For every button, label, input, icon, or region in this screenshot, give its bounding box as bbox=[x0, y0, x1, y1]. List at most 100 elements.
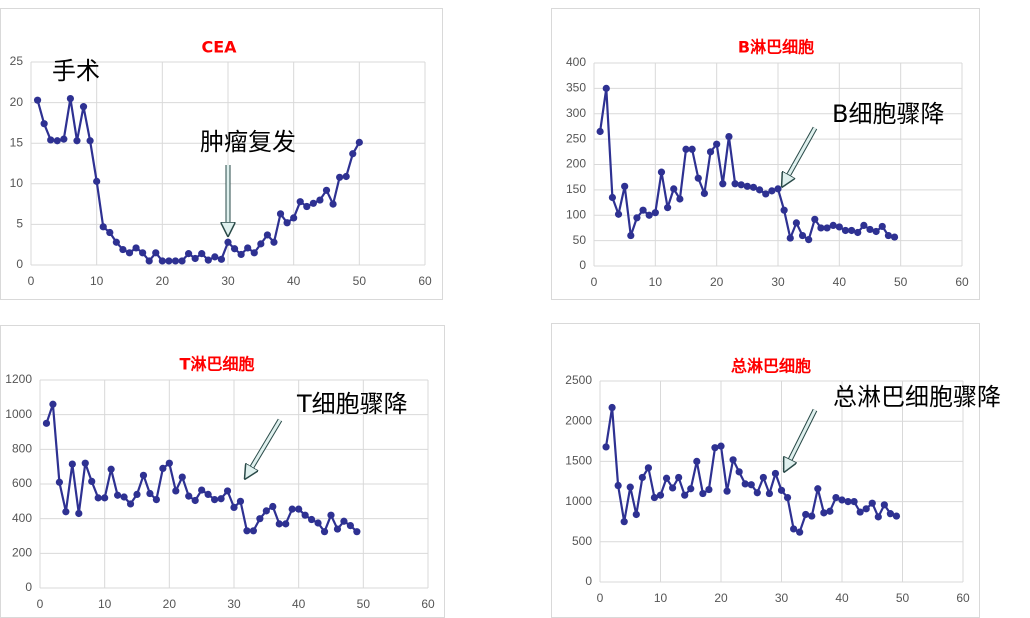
data-point bbox=[346, 522, 354, 530]
data-point bbox=[198, 250, 206, 258]
data-point bbox=[171, 257, 180, 265]
data-point bbox=[753, 489, 761, 497]
data-point bbox=[185, 492, 193, 500]
data-point bbox=[320, 528, 329, 536]
x-tick-label: 50 bbox=[894, 275, 908, 289]
data-point bbox=[705, 485, 713, 494]
data-point bbox=[295, 505, 303, 513]
x-tick-label: 60 bbox=[956, 591, 970, 605]
data-point bbox=[621, 182, 629, 190]
data-point bbox=[178, 473, 186, 481]
annotation: B细胞骤降 bbox=[832, 100, 944, 128]
y-tick-label: 25 bbox=[10, 54, 24, 68]
data-point bbox=[656, 491, 665, 499]
data-point bbox=[841, 226, 850, 235]
y-tick-label: 0 bbox=[25, 580, 32, 594]
data-point bbox=[638, 473, 646, 482]
data-point bbox=[596, 127, 604, 136]
y-tick-label: 10 bbox=[10, 176, 24, 190]
y-tick-label: 400 bbox=[12, 511, 32, 525]
annotation-arrow bbox=[783, 127, 817, 185]
x-tick-label: 60 bbox=[418, 274, 432, 288]
x-tick-label: 60 bbox=[421, 597, 435, 611]
data-point bbox=[872, 227, 880, 236]
data-point bbox=[884, 231, 893, 240]
data-point bbox=[42, 419, 51, 427]
data-point bbox=[198, 486, 206, 494]
data-point bbox=[81, 459, 89, 467]
data-point bbox=[86, 137, 94, 145]
data-point bbox=[288, 505, 296, 513]
y-tick-label: 400 bbox=[566, 55, 586, 69]
data-point bbox=[756, 186, 764, 194]
data-point bbox=[723, 487, 731, 495]
y-tick-label: 1500 bbox=[565, 454, 592, 468]
annotation-arrow bbox=[246, 419, 282, 477]
x-tick-label: 0 bbox=[597, 591, 604, 605]
data-point bbox=[608, 193, 617, 202]
data-point bbox=[62, 508, 70, 516]
x-tick-label: 40 bbox=[833, 275, 847, 289]
y-tick-label: 100 bbox=[566, 207, 586, 221]
x-tick-label: 30 bbox=[771, 275, 785, 289]
data-point bbox=[314, 519, 322, 527]
data-point bbox=[711, 444, 719, 452]
data-point bbox=[832, 493, 840, 502]
annotation: 肿瘤复发 bbox=[200, 128, 296, 156]
chart-panel: 0 500 1000 1500 2000 2500 0 10 20 30 40 50 60 总淋巴细胞总淋… bbox=[551, 323, 1001, 618]
annotation: T细胞骤降 bbox=[296, 390, 408, 418]
data-point bbox=[602, 84, 610, 92]
data-point bbox=[146, 489, 154, 498]
data-point bbox=[303, 202, 311, 211]
x-tick-label: 0 bbox=[28, 274, 35, 288]
data-point bbox=[282, 520, 290, 528]
data-point bbox=[717, 442, 725, 450]
data-point bbox=[856, 508, 864, 516]
x-tick-label: 20 bbox=[710, 275, 724, 289]
data-point bbox=[270, 238, 278, 246]
x-tick-label: 50 bbox=[357, 597, 371, 611]
data-point bbox=[792, 219, 801, 227]
data-point bbox=[786, 234, 794, 242]
data-point bbox=[322, 186, 331, 194]
data-point bbox=[33, 96, 42, 104]
data-point bbox=[835, 223, 843, 231]
data-point bbox=[878, 222, 886, 231]
chart-panel: 0 200 400 600 800 1000 1200 0 10 20 30 40 50 60 T淋巴细胞 T… bbox=[0, 325, 445, 618]
y-tick-label: 2500 bbox=[565, 373, 592, 387]
data-point bbox=[55, 478, 64, 486]
x-tick-label: 20 bbox=[163, 597, 177, 611]
data-point bbox=[152, 496, 160, 504]
x-tick-label: 10 bbox=[90, 274, 104, 288]
data-point bbox=[243, 527, 251, 535]
x-tick-label: 0 bbox=[591, 275, 598, 289]
y-tick-label: 20 bbox=[10, 95, 24, 109]
data-point bbox=[850, 498, 858, 506]
x-tick-label: 10 bbox=[649, 275, 663, 289]
data-point bbox=[66, 94, 74, 103]
data-point bbox=[158, 257, 166, 265]
data-point bbox=[602, 443, 610, 451]
data-point bbox=[191, 496, 199, 505]
data-point bbox=[296, 198, 304, 206]
x-tick-label: 30 bbox=[227, 597, 241, 611]
data-point bbox=[107, 465, 115, 473]
data-point bbox=[774, 185, 782, 193]
chart-title: CEA bbox=[201, 38, 237, 57]
data-point bbox=[217, 255, 226, 263]
x-tick-label: 0 bbox=[37, 597, 44, 611]
data-point bbox=[68, 460, 76, 468]
data-point bbox=[145, 257, 153, 265]
data-point bbox=[353, 528, 361, 536]
data-point bbox=[735, 468, 743, 476]
data-point bbox=[290, 214, 298, 222]
data-point bbox=[838, 496, 846, 504]
data-point bbox=[60, 135, 68, 143]
data-point bbox=[333, 525, 342, 533]
data-point bbox=[106, 228, 114, 237]
data-point bbox=[886, 510, 895, 518]
data-point bbox=[223, 487, 232, 495]
y-tick-label: 150 bbox=[566, 182, 586, 196]
x-tick-label: 30 bbox=[221, 274, 235, 288]
